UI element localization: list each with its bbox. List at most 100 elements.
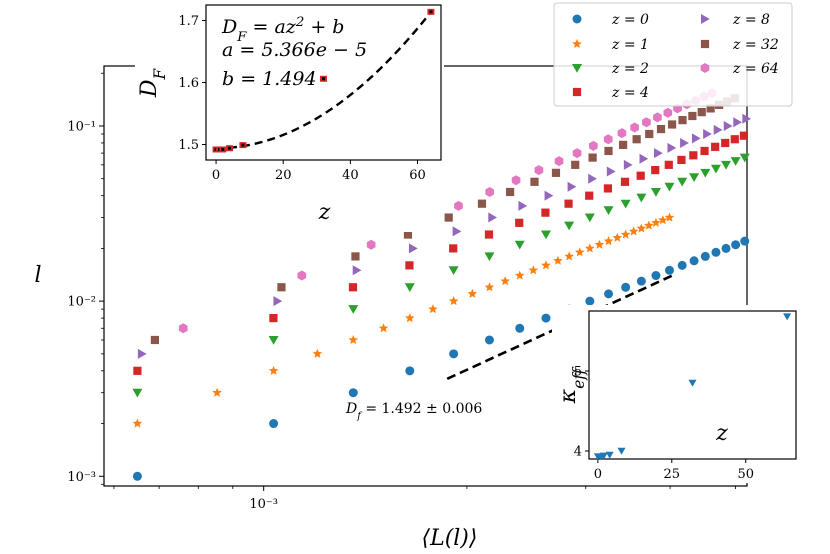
- data-point: [564, 251, 574, 261]
- main-plot: 10⁻³ 10⁻² 10⁻¹ 10⁻³ ⟨L(l)⟩ l Df = 1.492 ± 0.00…: [34, 65, 752, 551]
- inset-bottom-x-tick-label: 50: [737, 467, 754, 482]
- legend: z = 0 z = 8 z = 1 z = 32 z = 2 z = 64 z = 4: [553, 2, 793, 107]
- data-point: [564, 221, 575, 231]
- data-point: [711, 247, 721, 257]
- inset-top-point-center: [241, 143, 245, 147]
- data-point: [664, 212, 675, 222]
- data-point: [721, 243, 731, 253]
- data-point: [713, 124, 723, 135]
- data-point: [721, 160, 732, 170]
- inset-bottom-y-axis-label: κeff: [556, 366, 588, 405]
- data-point: [636, 223, 647, 233]
- data-point: [588, 153, 597, 162]
- data-point: [733, 117, 743, 128]
- data-point: [630, 122, 639, 133]
- inset-top-point-center: [322, 77, 325, 81]
- data-point: [700, 168, 711, 178]
- legend-marker: [701, 14, 710, 24]
- series-z64: [178, 88, 717, 334]
- data-point: [541, 260, 551, 270]
- data-point: [467, 288, 478, 298]
- legend-marker: [572, 14, 582, 24]
- inset-top-x-tick-label: 60: [409, 168, 426, 183]
- inset-bottom-x-tick-label: 25: [664, 467, 681, 482]
- data-point: [721, 138, 730, 148]
- series-z8: [137, 113, 752, 359]
- inset-bottom-point: [605, 451, 614, 459]
- inset-top-point-center: [429, 10, 433, 14]
- inset-top-frame: [205, 4, 442, 161]
- data-point: [730, 157, 741, 166]
- data-point: [697, 108, 706, 117]
- data-point: [452, 226, 462, 237]
- legend-marker: [572, 64, 582, 73]
- data-point: [710, 164, 721, 174]
- data-point: [606, 166, 616, 177]
- data-point: [515, 218, 524, 227]
- data-point: [664, 182, 675, 192]
- data-point: [677, 177, 688, 187]
- data-point: [297, 270, 307, 281]
- data-point: [540, 230, 551, 240]
- data-point: [137, 348, 147, 359]
- data-point: [617, 128, 627, 139]
- inset-kappa-plot: 0 25 50 4 5 z κeff: [552, 305, 802, 483]
- data-point: [484, 335, 494, 345]
- inset-top-x-tick-label: 20: [275, 168, 292, 183]
- slope-annotation: Df = 1.492 ± 0.006: [345, 401, 482, 422]
- data-point: [621, 282, 631, 292]
- data-point: [584, 213, 595, 223]
- data-point: [405, 261, 414, 270]
- data-point: [667, 120, 677, 129]
- data-point: [639, 153, 649, 164]
- data-point: [603, 206, 614, 216]
- data-point: [541, 313, 551, 323]
- inset-top-point-center: [228, 146, 231, 150]
- data-point: [664, 265, 674, 275]
- data-point: [742, 113, 752, 124]
- data-point: [484, 230, 494, 239]
- inset-top-y-tick-label: 1.5: [178, 138, 199, 153]
- data-point: [589, 140, 598, 151]
- series-z0: [132, 236, 750, 481]
- data-point: [620, 229, 631, 239]
- y-axis-label: l: [34, 263, 41, 288]
- data-point: [711, 142, 720, 151]
- data-point: [628, 226, 639, 236]
- inset-top-y-axis-label: DF: [137, 68, 169, 99]
- legend-marker: [572, 87, 582, 97]
- data-point: [551, 168, 561, 177]
- data-point: [667, 142, 677, 153]
- x-axis-label: ⟨L(l)⟩: [422, 526, 478, 551]
- data-point: [348, 388, 358, 398]
- data-point: [428, 304, 438, 314]
- inset-bottom-x-tick-label: 0: [594, 467, 602, 482]
- data-point: [688, 111, 697, 121]
- data-point: [680, 137, 689, 148]
- data-point: [567, 181, 577, 192]
- data-point: [273, 296, 283, 307]
- data-point: [636, 193, 647, 203]
- inset-bottom-point: [617, 447, 626, 455]
- data-point: [623, 159, 633, 170]
- legend-label: z = 0: [611, 12, 649, 28]
- data-point: [636, 171, 645, 180]
- series-z2: [132, 153, 750, 398]
- y-tick-label: 10⁻¹: [67, 119, 96, 134]
- data-point: [571, 160, 580, 169]
- data-point: [700, 251, 710, 261]
- data-point: [366, 239, 376, 250]
- data-point: [585, 296, 595, 306]
- legend-label: z = 1: [611, 37, 649, 53]
- data-point: [739, 131, 749, 140]
- data-point: [689, 173, 700, 182]
- inset-top-y-tick-label: 1.7: [178, 14, 199, 29]
- data-point: [484, 252, 495, 262]
- x-tick-label: 10⁻³: [249, 497, 278, 512]
- data-point: [678, 116, 687, 125]
- data-point: [212, 387, 222, 397]
- y-tick-label: 10⁻³: [67, 470, 96, 485]
- data-point: [348, 283, 358, 292]
- data-point: [651, 165, 660, 175]
